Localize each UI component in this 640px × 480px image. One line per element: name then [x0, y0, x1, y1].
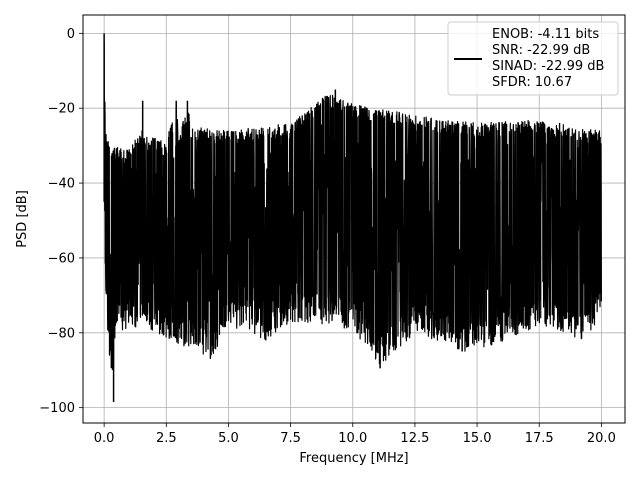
y-tick-label: −20	[48, 102, 75, 117]
legend-box	[447, 21, 619, 96]
legend-line-sinad: SINAD: -22.99 dB	[492, 59, 604, 74]
x-tick-label: 17.5	[525, 431, 554, 446]
y-tick-label: −40	[48, 177, 75, 192]
x-axis-ticks: 0.0 2.5 5.0 7.5 10.0 12.5 15.0 17.5 20.0	[94, 423, 616, 446]
y-tick-label: −100	[39, 401, 75, 416]
y-tick-label: −80	[48, 326, 75, 341]
series-layer	[103, 33, 602, 403]
x-tick-label: 2.5	[156, 431, 177, 446]
legend-line-enob: ENOB: -4.11 bits	[492, 27, 599, 42]
x-tick-label: 5.0	[218, 431, 239, 446]
x-tick-label: 0.0	[94, 431, 115, 446]
x-tick-label: 12.5	[400, 431, 429, 446]
legend-line-snr: SNR: -22.99 dB	[492, 43, 590, 58]
y-axis-label: PSD [dB]	[15, 190, 30, 248]
plot-frame	[82, 14, 626, 424]
x-tick-label: 15.0	[463, 431, 492, 446]
x-axis-label: Frequency [MHz]	[299, 451, 408, 466]
legend-line-sfdr: SFDR: 10.67	[492, 75, 572, 90]
x-tick-label: 7.5	[280, 431, 301, 446]
x-tick-label: 10.0	[338, 431, 367, 446]
y-tick-label: −60	[48, 251, 75, 266]
y-tick-label: 0	[67, 27, 75, 42]
y-axis-ticks: 0 −20 −40 −60 −80 −100	[39, 27, 83, 416]
x-tick-label: 20.0	[587, 431, 616, 446]
legend: ENOB: -4.11 bits SNR: -22.99 dB SINAD: -…	[447, 21, 619, 96]
